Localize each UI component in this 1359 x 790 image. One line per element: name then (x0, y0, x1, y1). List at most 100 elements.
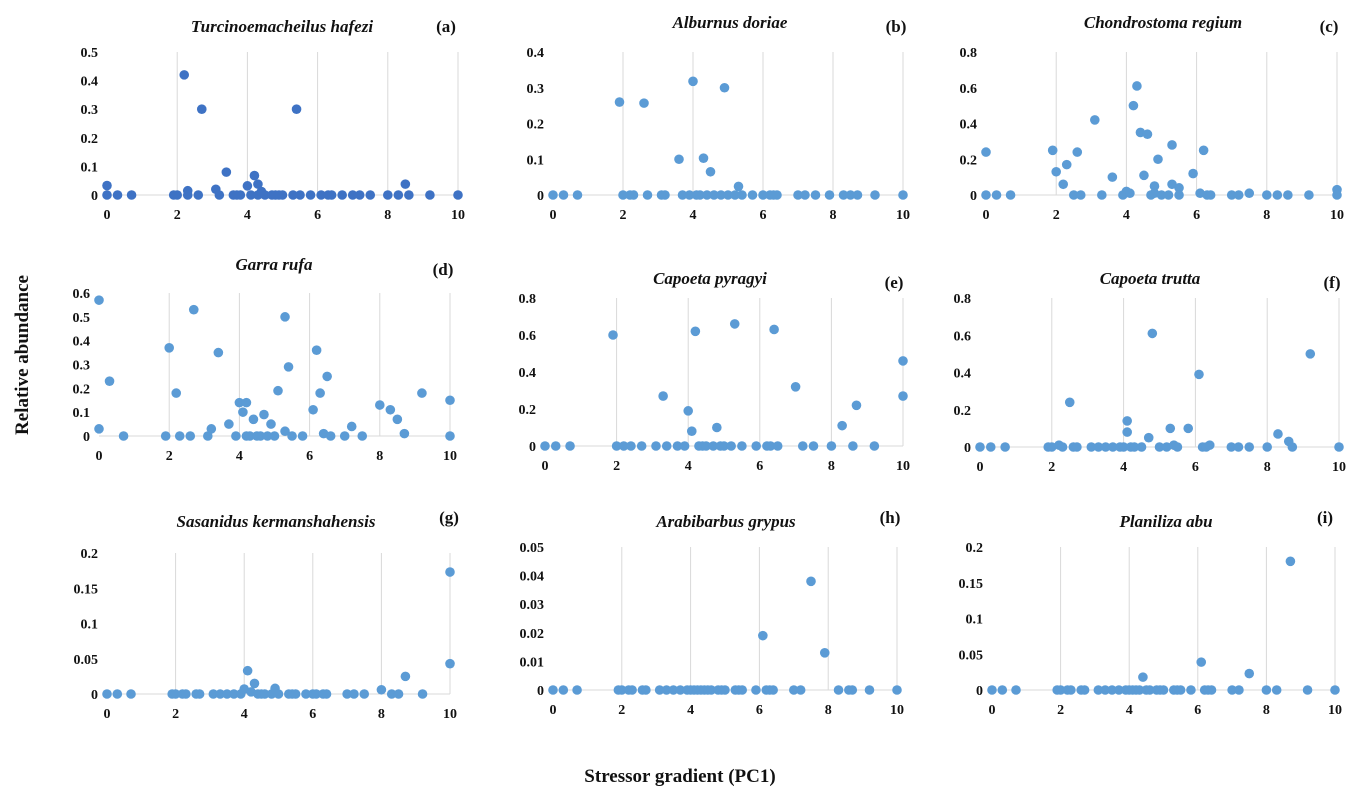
y-tick-label: 0.8 (954, 292, 972, 307)
data-point (661, 441, 672, 451)
data-point (194, 689, 205, 699)
data-point (273, 385, 283, 396)
data-point (311, 689, 322, 699)
data-point (1204, 440, 1215, 450)
x-tick-label: 10 (1330, 208, 1344, 223)
data-point (726, 441, 736, 451)
panel-letter: (h) (880, 508, 901, 527)
y-tick-label: 0.2 (81, 132, 99, 147)
scatter-panel: 0 0.05 0.1 0.15 0.2 0 2 4 6 8 10 Planiliza abu (i) (959, 508, 1343, 718)
data-point (975, 442, 985, 452)
data-point (1244, 668, 1255, 679)
panel-title: Turcinoemacheilus hafezi (191, 17, 373, 36)
data-point (170, 689, 181, 699)
data-point (695, 190, 705, 200)
y-tick-label: 0.3 (81, 103, 99, 118)
data-point (273, 689, 284, 699)
data-point (795, 685, 806, 695)
data-point (347, 190, 358, 200)
data-point (349, 689, 359, 699)
data-point (729, 319, 740, 329)
panel-title: Planiliza abu (1118, 512, 1212, 531)
y-tick-label: 0.05 (959, 648, 984, 663)
data-point (701, 441, 711, 451)
data-point (1108, 442, 1118, 452)
data-point (1161, 442, 1172, 452)
data-point (171, 388, 182, 398)
data-point (238, 407, 248, 417)
data-point (641, 685, 651, 695)
data-point (280, 426, 290, 437)
data-point (215, 689, 225, 699)
data-point (182, 190, 193, 200)
data-point (672, 441, 683, 451)
data-point (359, 689, 370, 699)
y-tick-label: 0.3 (73, 359, 91, 374)
data-point (445, 658, 455, 669)
data-point (1205, 190, 1216, 200)
data-point (558, 190, 569, 200)
x-tick-label: 10 (1328, 703, 1342, 718)
data-point (365, 190, 376, 200)
y-tick-label: 0 (970, 189, 977, 204)
data-point (375, 400, 385, 410)
data-point (326, 190, 337, 200)
data-point (702, 190, 712, 200)
data-point (160, 431, 171, 441)
data-point (1057, 442, 1068, 452)
panel-letter: (a) (436, 17, 456, 36)
data-point (572, 190, 583, 200)
data-point (768, 685, 778, 695)
x-tick-label: 6 (306, 449, 313, 464)
data-point (203, 431, 213, 441)
data-point (737, 685, 747, 695)
x-tick-label: 0 (104, 208, 111, 223)
x-tick-label: 8 (1263, 703, 1270, 718)
data-point (291, 104, 302, 114)
y-tick-label: 0.01 (520, 655, 545, 670)
data-point (716, 190, 726, 200)
data-point (730, 190, 740, 200)
scatter-panel: 0 0.1 0.2 0.3 0.4 0 2 4 6 8 10 Alburnus doriae (b) (527, 13, 911, 223)
x-tick-label: 8 (378, 707, 385, 722)
data-point (651, 441, 661, 451)
x-tick-label: 2 (174, 208, 181, 223)
data-point (1075, 190, 1086, 200)
data-point (1272, 190, 1283, 200)
panel-title: Alburnus doriae (672, 13, 788, 32)
data-point (311, 345, 322, 356)
data-point (322, 371, 332, 382)
data-point (1061, 159, 1072, 170)
data-point (1000, 442, 1010, 452)
x-tick-label: 0 (96, 449, 103, 464)
data-point (102, 190, 112, 200)
y-tick-label: 0.03 (520, 598, 545, 613)
y-tick-label: 0.2 (966, 541, 984, 556)
data-point (1144, 685, 1155, 695)
x-tick-label: 10 (451, 208, 465, 223)
data-point (445, 431, 455, 441)
x-tick-label: 10 (896, 459, 910, 474)
x-tick-label: 4 (1126, 703, 1133, 718)
data-point (1107, 172, 1118, 182)
x-axis-title: Stressor gradient (PC1) (584, 766, 775, 787)
data-point (758, 190, 768, 200)
data-point (1093, 442, 1104, 452)
x-tick-label: 6 (314, 208, 321, 223)
data-point (1086, 442, 1097, 452)
data-point (642, 190, 653, 200)
panel-letter: (i) (1317, 508, 1333, 527)
data-point (845, 190, 856, 200)
data-point (253, 179, 263, 189)
data-point (981, 190, 991, 200)
data-point (772, 190, 782, 200)
data-point (1143, 432, 1154, 443)
panel-title: Chondrostoma regium (1084, 13, 1242, 32)
data-point (708, 441, 719, 451)
data-point (1047, 145, 1058, 156)
data-point (393, 689, 404, 699)
data-point (126, 190, 137, 200)
data-point (1100, 685, 1110, 695)
data-point (808, 441, 819, 451)
